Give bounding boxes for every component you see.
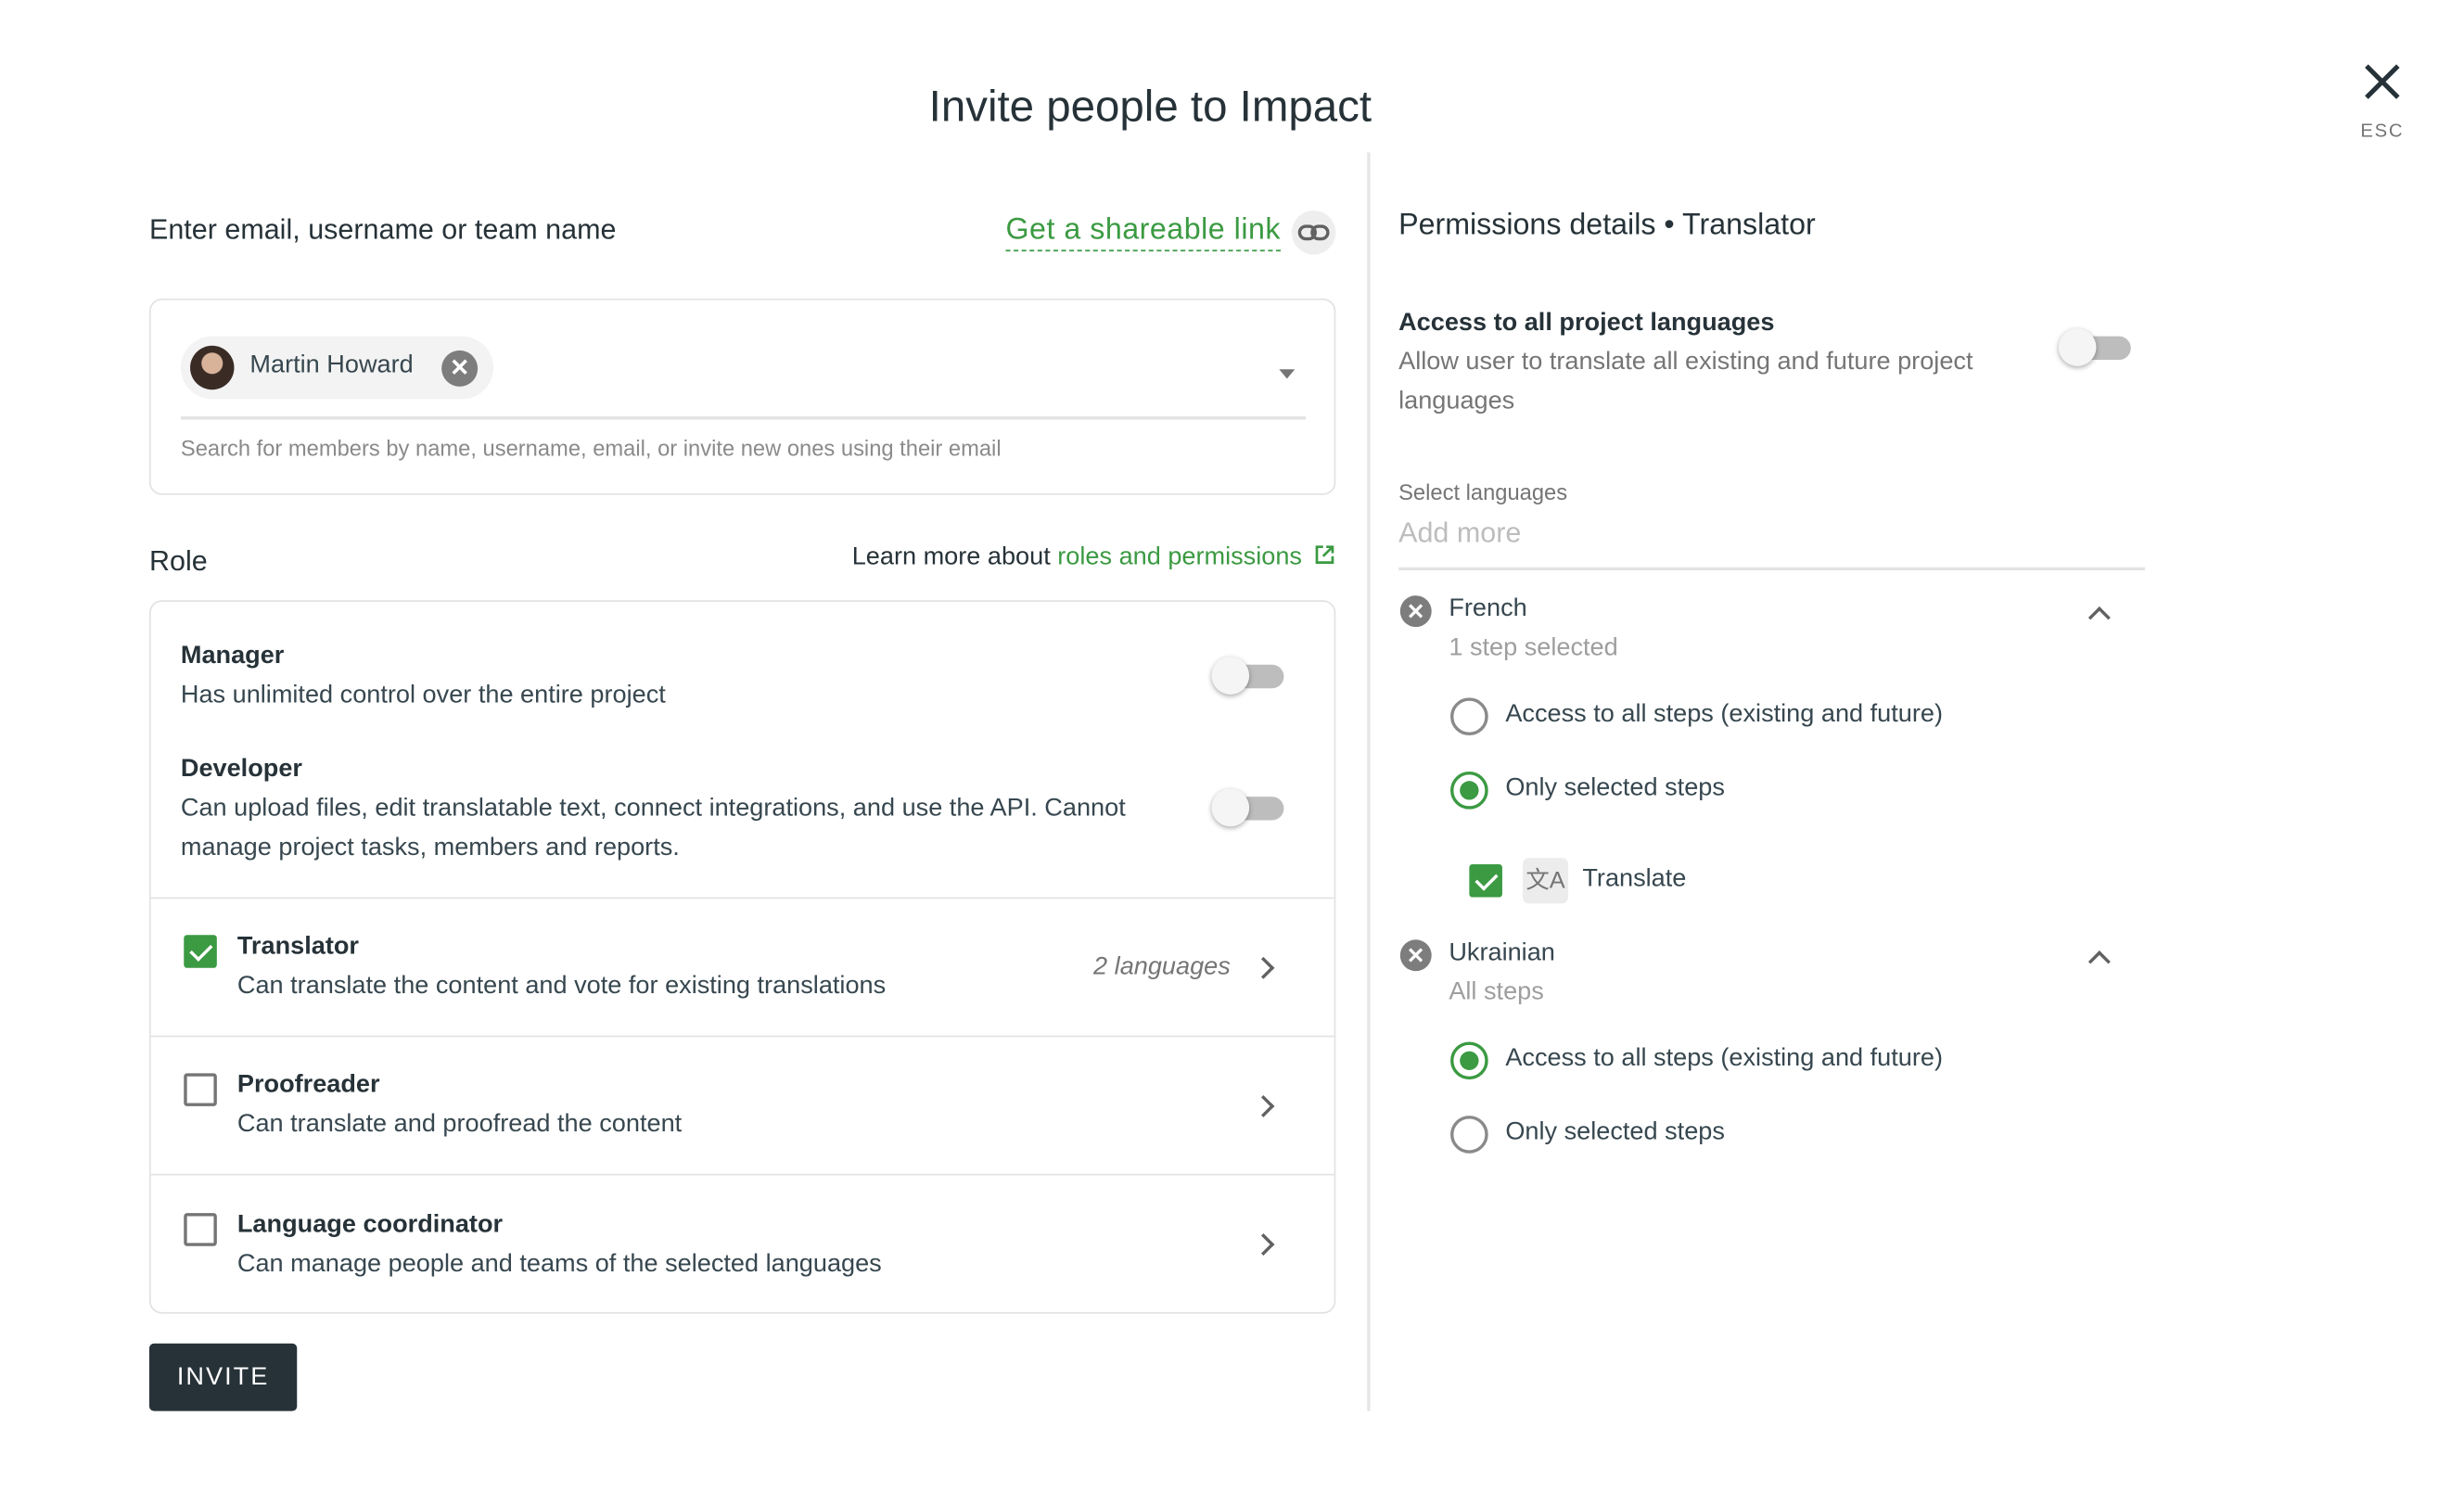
link-icon[interactable] <box>1291 211 1336 255</box>
chip-name: Martin Howard <box>249 351 414 379</box>
roles-permissions-link[interactable]: roles and permissions <box>1057 543 1302 571</box>
role-proofreader-title: Proofreader <box>236 1071 380 1099</box>
role-translator-desc: Can translate the content and vote for e… <box>236 972 887 1000</box>
role-proofreader-desc: Can translate and proofread the content <box>236 1111 683 1138</box>
role-developer-desc-1: Can upload files, edit translatable text… <box>180 795 1126 823</box>
all-steps-label: Access to all steps (existing and future… <box>1505 1044 1944 1072</box>
dialog-title: Invite people to Impact <box>928 82 1372 131</box>
all-languages-desc-1: Allow user to translate all existing and… <box>1398 349 1973 376</box>
role-label: Role <box>148 544 208 577</box>
permissions-title: Permissions details • Translator <box>1398 209 1816 242</box>
translate-step-label: Translate <box>1582 865 1687 893</box>
external-link-icon[interactable] <box>1314 543 1336 566</box>
role-language-coordinator-desc: Can manage people and teams of the selec… <box>236 1250 882 1278</box>
chevron-up-icon[interactable] <box>2087 606 2111 629</box>
role-list: Manager Has unlimited control over the e… <box>148 600 1336 1314</box>
role-manager-desc: Has unlimited control over the entire pr… <box>180 682 666 709</box>
role-developer-desc-2: manage project tasks, members and report… <box>180 834 680 861</box>
all-steps-label: Access to all steps (existing and future… <box>1505 700 1944 728</box>
learn-more-prefix: Learn more about <box>851 543 1058 571</box>
add-more-input[interactable]: Add more <box>1398 517 1522 549</box>
role-translator-title: Translator <box>236 933 359 961</box>
translator-checkbox[interactable] <box>184 935 217 968</box>
language-coordinator-checkbox[interactable] <box>184 1213 217 1246</box>
member-chip: Martin Howard ✕ <box>180 336 494 400</box>
learn-more: Learn more about roles and permissions <box>852 543 1336 572</box>
language-name: French <box>1449 595 1527 623</box>
remove-chip-icon[interactable]: ✕ <box>441 350 479 387</box>
selected-steps-radio[interactable] <box>1450 771 1488 810</box>
language-summary: All steps <box>1449 978 1544 1006</box>
proofreader-checkbox[interactable] <box>184 1073 217 1106</box>
language-name: Ukrainian <box>1449 939 1555 967</box>
translate-step-checkbox[interactable] <box>1469 863 1502 898</box>
all-languages-toggle[interactable] <box>2058 328 2131 366</box>
manager-toggle[interactable] <box>1211 657 1284 695</box>
role-developer-title: Developer <box>180 756 302 783</box>
chevron-up-icon[interactable] <box>2087 951 2111 974</box>
language-summary: 1 step selected <box>1449 634 1618 662</box>
select-languages-label: Select languages <box>1398 479 1568 504</box>
role-language-coordinator-title: Language coordinator <box>236 1211 504 1239</box>
member-search-field[interactable]: Martin Howard ✕ Search for members by na… <box>148 298 1336 495</box>
column-divider <box>1367 152 1370 1411</box>
chevron-right-icon[interactable] <box>1252 1233 1275 1257</box>
translator-languages-count: 2 languages <box>1093 953 1231 981</box>
close-button[interactable]: ESC <box>2351 57 2414 145</box>
remove-language-icon[interactable]: ✕ <box>1399 595 1432 628</box>
role-manager-title: Manager <box>180 643 285 670</box>
avatar <box>190 345 235 390</box>
all-steps-radio[interactable] <box>1450 1041 1488 1080</box>
invite-label: Enter email, username or team name <box>148 213 617 246</box>
input-underline <box>180 416 1307 419</box>
all-languages-title: Access to all project languages <box>1398 309 1775 337</box>
invite-button[interactable]: INVITE <box>148 1343 298 1411</box>
esc-label: ESC <box>2360 119 2405 142</box>
search-helper-text: Search for members by name, username, em… <box>180 435 1002 461</box>
languages-input-underline <box>1398 567 2145 570</box>
selected-steps-label: Only selected steps <box>1505 774 1725 802</box>
dropdown-arrow-icon[interactable] <box>1279 369 1296 379</box>
selected-steps-label: Only selected steps <box>1505 1118 1725 1146</box>
chevron-right-icon[interactable] <box>1252 1094 1275 1117</box>
chevron-right-icon[interactable] <box>1252 956 1275 979</box>
shareable-link[interactable]: Get a shareable link <box>1005 213 1282 252</box>
developer-toggle[interactable] <box>1211 788 1284 827</box>
all-languages-desc-2: languages <box>1398 388 1515 415</box>
translate-icon: 文A <box>1522 858 1569 904</box>
remove-language-icon[interactable]: ✕ <box>1399 939 1432 972</box>
all-steps-radio[interactable] <box>1450 697 1488 736</box>
selected-steps-radio[interactable] <box>1450 1116 1488 1154</box>
close-icon <box>2365 64 2400 99</box>
